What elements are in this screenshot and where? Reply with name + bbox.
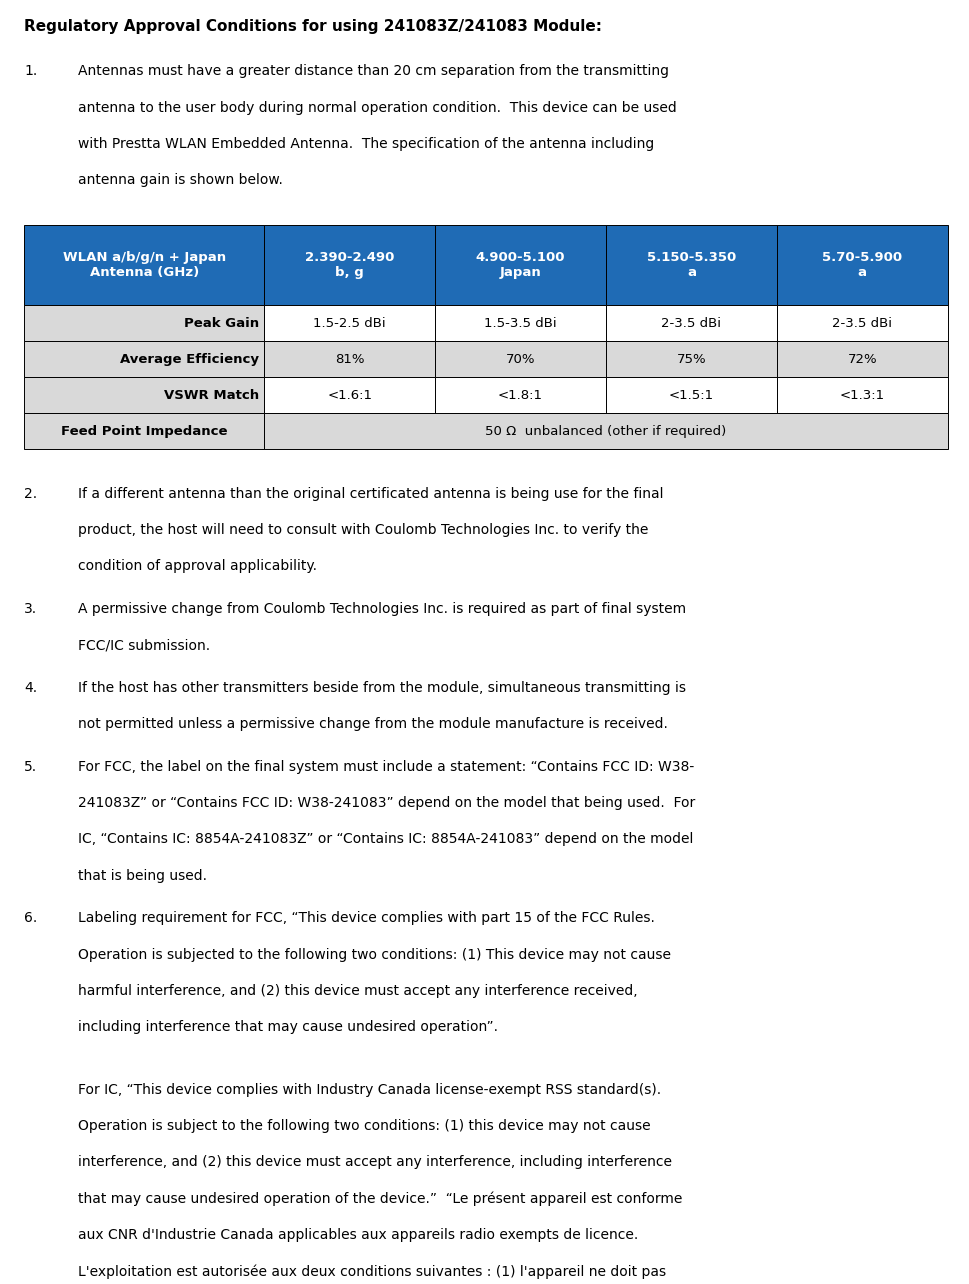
Bar: [24, 342, 265, 377]
Bar: [606, 342, 777, 377]
Text: 1.5-3.5 dBi: 1.5-3.5 dBi: [484, 317, 557, 330]
Bar: [777, 377, 948, 413]
Bar: [435, 225, 606, 306]
Bar: [24, 225, 265, 306]
Bar: [606, 377, 777, 413]
Text: Feed Point Impedance: Feed Point Impedance: [61, 425, 228, 438]
Bar: [24, 306, 265, 342]
Text: product, the host will need to consult with Coulomb Technologies Inc. to verify : product, the host will need to consult w…: [78, 523, 648, 537]
Text: Peak Gain: Peak Gain: [184, 317, 260, 330]
Text: If the host has other transmitters beside from the module, simultaneous transmit: If the host has other transmitters besid…: [78, 681, 685, 695]
Text: interference, and (2) this device must accept any interference, including interf: interference, and (2) this device must a…: [78, 1156, 672, 1170]
Bar: [777, 306, 948, 342]
Bar: [606, 225, 777, 306]
Bar: [24, 377, 265, 413]
Text: <1.3:1: <1.3:1: [840, 389, 885, 402]
Bar: [777, 225, 948, 306]
Text: VSWR Match: VSWR Match: [165, 389, 260, 402]
Bar: [265, 413, 948, 449]
Text: For IC, “This device complies with Industry Canada license-exempt RSS standard(s: For IC, “This device complies with Indus…: [78, 1082, 661, 1097]
Text: 75%: 75%: [676, 353, 706, 366]
Bar: [265, 225, 435, 306]
Text: antenna gain is shown below.: antenna gain is shown below.: [78, 173, 282, 187]
Text: 1.: 1.: [24, 64, 38, 78]
Bar: [24, 413, 265, 449]
Text: 2-3.5 dBi: 2-3.5 dBi: [662, 317, 722, 330]
Text: If a different antenna than the original certificated antenna is being use for t: If a different antenna than the original…: [78, 487, 663, 501]
Text: 4.900-5.100
Japan: 4.900-5.100 Japan: [476, 250, 565, 279]
Text: <1.6:1: <1.6:1: [328, 389, 372, 402]
Text: 6.: 6.: [24, 912, 38, 926]
Bar: [435, 306, 606, 342]
Text: Regulatory Approval Conditions for using 241083Z/241083 Module:: Regulatory Approval Conditions for using…: [24, 19, 602, 35]
Text: 70%: 70%: [506, 353, 535, 366]
Text: harmful interference, and (2) this device must accept any interference received,: harmful interference, and (2) this devic…: [78, 984, 638, 998]
Text: 72%: 72%: [848, 353, 877, 366]
Text: 1.5-2.5 dBi: 1.5-2.5 dBi: [313, 317, 386, 330]
Text: not permitted unless a permissive change from the module manufacture is received: not permitted unless a permissive change…: [78, 718, 668, 731]
Text: WLAN a/b/g/n + Japan
Antenna (GHz): WLAN a/b/g/n + Japan Antenna (GHz): [63, 250, 226, 279]
Text: <1.8:1: <1.8:1: [498, 389, 543, 402]
Text: 5.70-5.900
a: 5.70-5.900 a: [823, 250, 902, 279]
Text: including interference that may cause undesired operation”.: including interference that may cause un…: [78, 1021, 497, 1034]
Bar: [777, 342, 948, 377]
Text: <1.5:1: <1.5:1: [669, 389, 714, 402]
Text: L'exploitation est autorisée aux deux conditions suivantes : (1) l'appareil ne d: L'exploitation est autorisée aux deux co…: [78, 1265, 666, 1279]
Text: 5.150-5.350
a: 5.150-5.350 a: [646, 250, 736, 279]
Bar: [435, 377, 606, 413]
Text: 2.390-2.490
b, g: 2.390-2.490 b, g: [305, 250, 394, 279]
Text: that may cause undesired operation of the device.”  “Le présent appareil est con: that may cause undesired operation of th…: [78, 1192, 682, 1206]
Bar: [265, 306, 435, 342]
Bar: [265, 377, 435, 413]
Text: IC, “Contains IC: 8854A-241083Z” or “Contains IC: 8854A-241083” depend on the mo: IC, “Contains IC: 8854A-241083Z” or “Con…: [78, 832, 693, 846]
Text: 241083Z” or “Contains FCC ID: W38-241083” depend on the model that being used.  : 241083Z” or “Contains FCC ID: W38-241083…: [78, 796, 695, 810]
Text: 3.: 3.: [24, 602, 38, 616]
Bar: [606, 306, 777, 342]
Text: 2.: 2.: [24, 487, 38, 501]
Bar: [265, 342, 435, 377]
Text: Average Efficiency: Average Efficiency: [120, 353, 260, 366]
Text: 81%: 81%: [335, 353, 364, 366]
Text: Operation is subject to the following two conditions: (1) this device may not ca: Operation is subject to the following tw…: [78, 1120, 650, 1132]
Text: antenna to the user body during normal operation condition.  This device can be : antenna to the user body during normal o…: [78, 100, 676, 114]
Text: with Prestta WLAN Embedded Antenna.  The specification of the antenna including: with Prestta WLAN Embedded Antenna. The …: [78, 137, 654, 152]
Text: A permissive change from Coulomb Technologies Inc. is required as part of final : A permissive change from Coulomb Technol…: [78, 602, 686, 616]
Text: 5.: 5.: [24, 760, 38, 774]
Text: FCC/IC submission.: FCC/IC submission.: [78, 638, 209, 652]
Text: Labeling requirement for FCC, “This device complies with part 15 of the FCC Rule: Labeling requirement for FCC, “This devi…: [78, 912, 654, 926]
Text: Operation is subjected to the following two conditions: (1) This device may not : Operation is subjected to the following …: [78, 948, 671, 962]
Text: aux CNR d'Industrie Canada applicables aux appareils radio exempts de licence.: aux CNR d'Industrie Canada applicables a…: [78, 1228, 638, 1242]
Text: For FCC, the label on the final system must include a statement: “Contains FCC I: For FCC, the label on the final system m…: [78, 760, 694, 774]
Text: 50 Ω  unbalanced (other if required): 50 Ω unbalanced (other if required): [485, 425, 727, 438]
Text: condition of approval applicability.: condition of approval applicability.: [78, 560, 317, 574]
Bar: [435, 342, 606, 377]
Text: 4.: 4.: [24, 681, 38, 695]
Text: 2-3.5 dBi: 2-3.5 dBi: [832, 317, 892, 330]
Text: that is being used.: that is being used.: [78, 869, 206, 882]
Text: Antennas must have a greater distance than 20 cm separation from the transmittin: Antennas must have a greater distance th…: [78, 64, 669, 78]
